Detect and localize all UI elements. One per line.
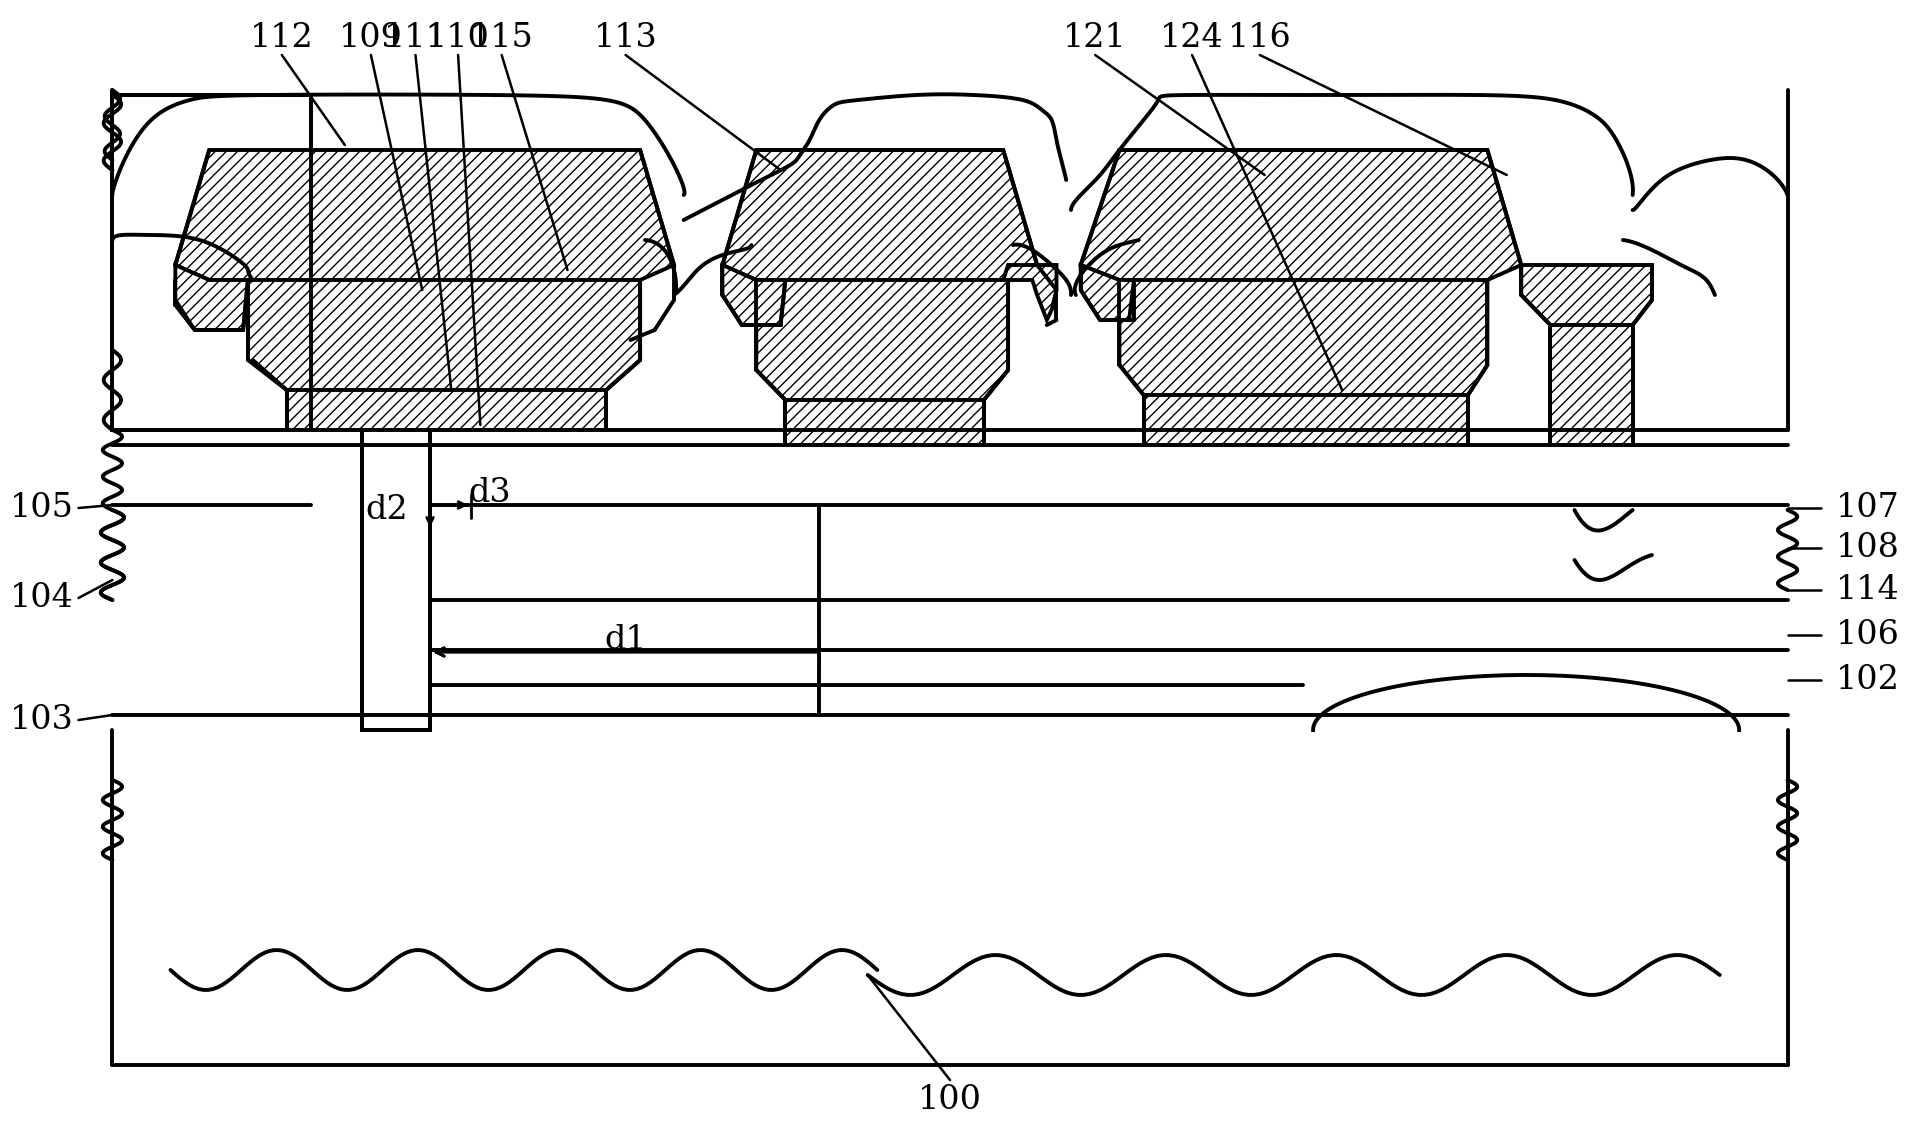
Text: 124: 124 [1159, 22, 1224, 54]
Text: 110: 110 [425, 22, 490, 54]
Text: d3: d3 [469, 477, 511, 509]
Polygon shape [1003, 265, 1056, 320]
Text: 109: 109 [339, 22, 402, 54]
Text: 112: 112 [250, 22, 315, 54]
Text: 114: 114 [1836, 574, 1899, 606]
Text: 103: 103 [10, 704, 74, 736]
Text: 121: 121 [1064, 22, 1127, 54]
Polygon shape [786, 400, 984, 445]
Text: 105: 105 [10, 491, 74, 523]
Polygon shape [1081, 150, 1522, 280]
Polygon shape [175, 150, 673, 280]
Polygon shape [248, 280, 641, 390]
Polygon shape [362, 430, 429, 730]
Polygon shape [1119, 280, 1487, 395]
Polygon shape [1081, 265, 1135, 320]
Polygon shape [1144, 395, 1468, 445]
Polygon shape [1522, 265, 1651, 325]
Polygon shape [175, 265, 248, 330]
Polygon shape [723, 150, 1037, 280]
Text: 113: 113 [593, 22, 658, 54]
Text: 116: 116 [1228, 22, 1291, 54]
Text: 107: 107 [1836, 491, 1899, 523]
Text: 104: 104 [10, 582, 74, 614]
Polygon shape [113, 95, 311, 430]
Text: 111: 111 [383, 22, 448, 54]
Polygon shape [757, 280, 1009, 400]
Polygon shape [1550, 325, 1632, 445]
Polygon shape [286, 390, 606, 430]
Text: 106: 106 [1836, 620, 1899, 652]
Text: 100: 100 [917, 1084, 982, 1116]
Text: 108: 108 [1836, 531, 1899, 563]
Text: d1: d1 [605, 624, 646, 656]
Bar [113, 730, 1787, 1065]
Polygon shape [723, 265, 786, 325]
Text: 115: 115 [469, 22, 534, 54]
Text: d2: d2 [364, 494, 408, 526]
Text: 102: 102 [1836, 664, 1899, 696]
